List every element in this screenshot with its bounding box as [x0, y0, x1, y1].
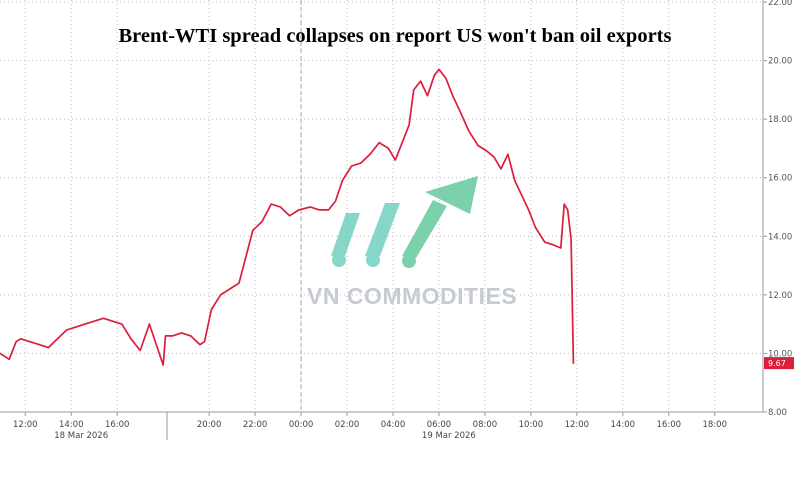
rising-chart-logo-icon [331, 176, 478, 268]
last-value-marker: 9.67 [764, 357, 794, 370]
x-tick-label: 14:00 [611, 420, 636, 430]
x-tick-label: 16:00 [105, 420, 130, 430]
series-line-brent-wti [0, 68, 575, 366]
watermark-text: VN COMMODITIES [307, 283, 517, 309]
date-label: 19 Mar 2026 [422, 431, 476, 441]
x-tick-label: 12:00 [13, 420, 38, 430]
x-tick-label: 18:00 [702, 420, 727, 430]
y-tick-label: 22.00 [768, 0, 792, 8]
date-label: 18 Mar 2026 [54, 431, 108, 441]
y-tick-label: 8.00 [768, 408, 787, 418]
y-tick-labels: 8.00 10.00 12.00 14.00 16.00 18.00 20.00 22.00 [763, 0, 792, 418]
x-tick-label: 06:00 [427, 420, 452, 430]
y-tick-label: 14.00 [768, 232, 792, 242]
x-tick-label: 04:00 [381, 420, 406, 430]
x-tick-label: 00:00 [289, 420, 314, 430]
x-tick-label: 16:00 [657, 420, 682, 430]
y-tick-label: 18.00 [768, 115, 792, 125]
axes [0, 0, 764, 440]
x-tick-label: 02:00 [335, 420, 360, 430]
last-value-box [764, 357, 794, 370]
x-tick-label: 08:00 [473, 420, 498, 430]
watermark: VN COMMODITIES [307, 176, 517, 309]
y-tick-label: 20.00 [768, 57, 792, 67]
x-tick-label: 22:00 [243, 420, 268, 430]
chart-title: Brent-WTI spread collapses on report US … [119, 25, 672, 47]
y-tick-label: 12.00 [768, 291, 792, 301]
series [0, 68, 575, 366]
x-tick-label: 12:00 [565, 420, 590, 430]
x-tick-label: 20:00 [197, 420, 222, 430]
grid [0, 0, 763, 412]
y-tick-label: 16.00 [768, 174, 792, 184]
y-tick-label: 10.00 [768, 349, 792, 359]
x-tick-label: 14:00 [59, 420, 84, 430]
date-labels: 18 Mar 2026 19 Mar 2026 [54, 431, 476, 441]
x-tick-labels: 12:00 14:00 16:00 20:00 22:00 00:00 02:00 04:00… [13, 412, 727, 430]
x-tick-label: 10:00 [519, 420, 544, 430]
last-value-label: 9.67 [768, 359, 786, 368]
